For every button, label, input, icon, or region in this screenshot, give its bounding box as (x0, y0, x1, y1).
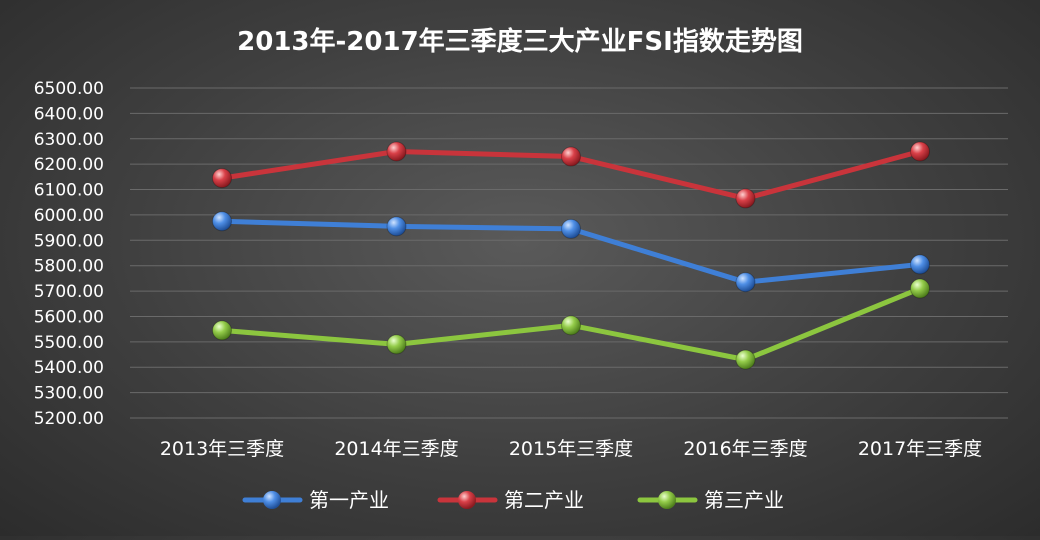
data-point[interactable] (212, 320, 232, 341)
series-2 (212, 141, 930, 209)
y-axis: 5200.00 5300.00 5400.00 5500.00 5600.00 5700.… (34, 79, 104, 429)
data-point[interactable] (386, 334, 407, 355)
y-tick-label: 5700.00 (34, 282, 104, 302)
data-point[interactable] (735, 349, 756, 370)
data-point[interactable] (561, 146, 581, 167)
y-tick-label: 5400.00 (34, 358, 104, 378)
y-tick-label: 6500.00 (34, 79, 104, 99)
data-point[interactable] (561, 218, 581, 239)
data-point[interactable] (386, 141, 407, 162)
legend-item[interactable]: 第一产业 (242, 488, 389, 512)
data-point[interactable] (212, 211, 232, 232)
x-tick-label: 2017年三季度 (858, 438, 982, 460)
series-3 (212, 278, 930, 370)
y-tick-label: 6000.00 (34, 206, 104, 226)
grid (130, 87, 1008, 419)
y-tick-label: 6300.00 (34, 130, 104, 150)
y-tick-label: 5500.00 (34, 333, 104, 353)
data-point[interactable] (910, 141, 930, 162)
x-tick-label: 2015年三季度 (509, 438, 633, 460)
chart-title: 2013年-2017年三季度三大产业FSI指数走势图 (237, 26, 803, 57)
y-tick-label: 6400.00 (34, 104, 104, 124)
y-tick-label: 5300.00 (34, 384, 104, 404)
data-point[interactable] (910, 278, 930, 299)
x-tick-label: 2014年三季度 (334, 438, 458, 460)
data-point[interactable] (735, 188, 756, 209)
legend-marker (658, 491, 676, 509)
x-axis: 2013年三季度 2014年三季度 2015年三季度 2016年三季度 2017年三季度 (160, 438, 982, 460)
y-tick-label: 5900.00 (34, 231, 104, 251)
y-tick-label: 5800.00 (34, 257, 104, 277)
data-point[interactable] (561, 315, 581, 336)
y-tick-label: 5200.00 (34, 409, 104, 429)
y-tick-label: 6200.00 (34, 155, 104, 175)
legend-marker (263, 491, 281, 509)
x-tick-label: 2013年三季度 (160, 438, 284, 460)
legend-label: 第三产业 (704, 488, 784, 512)
series-1 (212, 211, 930, 293)
data-point[interactable] (386, 216, 407, 237)
legend-item[interactable]: 第二产业 (437, 488, 584, 512)
x-tick-label: 2016年三季度 (683, 438, 807, 460)
series-layer (212, 141, 930, 370)
legend: 第一产业 第二产业 第三产业 (242, 488, 784, 512)
data-point[interactable] (910, 254, 930, 275)
y-tick-label: 6100.00 (34, 181, 104, 201)
legend-marker (458, 491, 476, 509)
data-point[interactable] (212, 168, 232, 189)
legend-label: 第一产业 (309, 488, 389, 512)
y-tick-label: 5600.00 (34, 307, 104, 327)
data-point[interactable] (735, 272, 756, 293)
legend-item[interactable]: 第三产业 (637, 488, 784, 512)
legend-label: 第二产业 (504, 488, 584, 512)
